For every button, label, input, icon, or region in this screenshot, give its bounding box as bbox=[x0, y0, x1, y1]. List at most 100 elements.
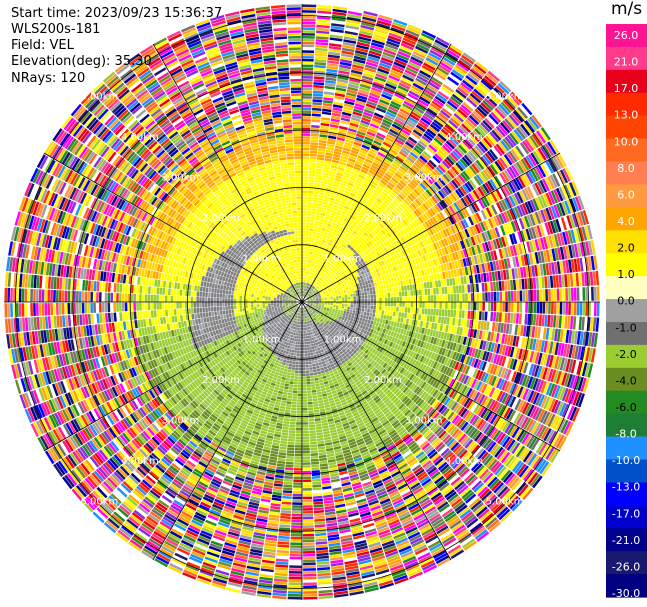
velocity-gate bbox=[306, 286, 308, 289]
velocity-gate bbox=[317, 241, 322, 245]
velocity-gate bbox=[302, 67, 314, 71]
velocity-gate bbox=[562, 246, 568, 260]
velocity-gate bbox=[308, 259, 311, 263]
velocity-gate bbox=[480, 79, 493, 91]
velocity-gate bbox=[328, 135, 337, 140]
velocity-gate bbox=[409, 246, 414, 253]
velocity-gate bbox=[311, 116, 321, 120]
velocity-gate bbox=[305, 295, 308, 298]
velocity-gate bbox=[322, 284, 325, 287]
velocity-gate bbox=[410, 230, 416, 238]
velocity-gate bbox=[564, 200, 571, 215]
velocity-gate bbox=[401, 263, 405, 269]
velocity-gate bbox=[442, 294, 445, 302]
velocity-gate bbox=[437, 164, 446, 173]
velocity-gate bbox=[365, 190, 372, 196]
velocity-gate bbox=[540, 250, 545, 263]
velocity-gate bbox=[517, 176, 526, 188]
velocity-gate bbox=[425, 253, 430, 261]
velocity-gate bbox=[344, 235, 349, 240]
velocity-gate bbox=[443, 317, 447, 325]
velocity-gate bbox=[366, 155, 375, 162]
velocity-gate bbox=[398, 167, 406, 175]
velocity-gate bbox=[363, 224, 369, 230]
velocity-gate bbox=[356, 205, 363, 211]
velocity-gate bbox=[533, 132, 544, 145]
velocity-gate bbox=[548, 206, 555, 220]
velocity-gate bbox=[302, 182, 308, 185]
velocity-gate bbox=[324, 155, 333, 159]
velocity-gate bbox=[339, 273, 343, 277]
velocity-gate bbox=[351, 244, 357, 250]
velocity-gate bbox=[348, 207, 355, 213]
velocity-gate bbox=[424, 261, 429, 269]
velocity-gate bbox=[344, 257, 349, 262]
velocity-gate bbox=[411, 131, 421, 140]
velocity-gate bbox=[442, 56, 456, 66]
velocity-gate bbox=[558, 186, 566, 201]
velocity-gate bbox=[413, 236, 419, 243]
velocity-gate bbox=[409, 284, 413, 291]
velocity-gate bbox=[479, 253, 484, 264]
velocity-gate bbox=[422, 239, 427, 247]
velocity-gate bbox=[482, 183, 490, 194]
velocity-gate bbox=[396, 322, 400, 328]
velocity-gate bbox=[378, 289, 382, 294]
velocity-gate bbox=[360, 278, 365, 283]
velocity-gate bbox=[313, 302, 316, 304]
velocity-gate bbox=[521, 313, 525, 325]
velocity-gate bbox=[399, 165, 408, 173]
velocity-gate bbox=[448, 194, 455, 203]
velocity-gate bbox=[451, 203, 458, 213]
velocity-gate bbox=[411, 244, 417, 252]
velocity-gate bbox=[472, 189, 480, 200]
velocity-gate bbox=[302, 121, 311, 125]
velocity-gate bbox=[407, 232, 413, 239]
velocity-gate bbox=[433, 137, 443, 146]
velocity-gate bbox=[333, 275, 337, 279]
velocity-gate bbox=[329, 37, 343, 42]
velocity-gate bbox=[425, 189, 433, 197]
velocity-gate bbox=[339, 302, 342, 304]
velocity-gate bbox=[316, 247, 320, 251]
velocity-gate bbox=[336, 303, 339, 306]
velocity-gate bbox=[383, 259, 388, 265]
velocity-gate bbox=[487, 218, 494, 229]
velocity-gate bbox=[365, 229, 371, 235]
velocity-gate bbox=[348, 242, 354, 247]
velocity-gate bbox=[302, 170, 309, 174]
velocity-gate bbox=[515, 313, 520, 324]
velocity-gate bbox=[381, 144, 390, 151]
velocity-gate bbox=[385, 83, 397, 90]
velocity-gate bbox=[584, 225, 590, 240]
velocity-gate bbox=[333, 305, 336, 308]
velocity-gate bbox=[527, 278, 531, 290]
velocity-gate bbox=[419, 70, 432, 79]
velocity-gate bbox=[308, 236, 312, 240]
velocity-gate bbox=[336, 265, 340, 270]
velocity-gate bbox=[396, 259, 401, 265]
velocity-gate bbox=[448, 235, 454, 244]
velocity-gate bbox=[542, 193, 550, 207]
velocity-gate bbox=[353, 55, 367, 61]
velocity-gate bbox=[336, 287, 340, 291]
velocity-gate bbox=[553, 189, 561, 203]
velocity-gate bbox=[344, 33, 358, 39]
velocity-gate bbox=[477, 158, 487, 169]
velocity-gate bbox=[484, 182, 493, 193]
velocity-gate bbox=[484, 97, 496, 109]
velocity-gate bbox=[426, 54, 440, 64]
velocity-gate bbox=[336, 81, 348, 86]
velocity-gate bbox=[373, 112, 384, 119]
velocity-gate bbox=[371, 260, 376, 266]
velocity-gate bbox=[323, 94, 334, 99]
velocity-gate bbox=[384, 85, 396, 93]
velocity-gate bbox=[323, 286, 327, 289]
velocity-gate bbox=[395, 116, 406, 123]
velocity-gate bbox=[550, 205, 558, 219]
velocity-gate bbox=[435, 166, 444, 175]
velocity-gate bbox=[338, 293, 342, 296]
velocity-gate bbox=[553, 233, 560, 247]
velocity-gate bbox=[393, 141, 403, 148]
velocity-gate bbox=[381, 310, 385, 315]
